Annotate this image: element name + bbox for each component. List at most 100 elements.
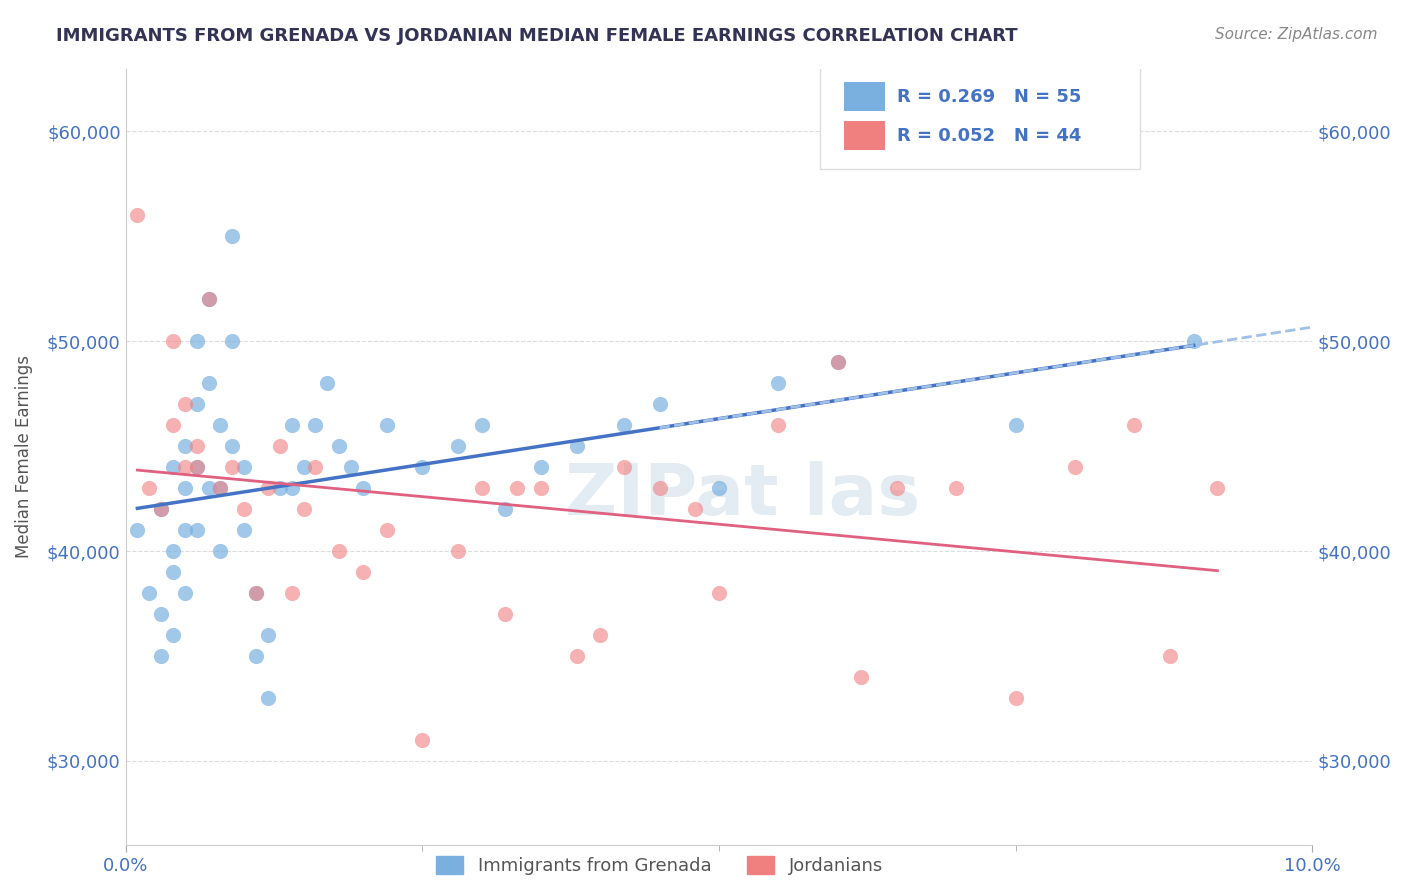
Point [1004, 690, 1026, 705]
Point [221, 439, 243, 453]
Point [1206, 481, 1229, 495]
Point [150, 648, 173, 663]
Point [233, 502, 256, 516]
Point [269, 481, 291, 495]
Point [245, 586, 267, 600]
Point [138, 481, 160, 495]
Point [589, 628, 612, 642]
Point [506, 481, 529, 495]
Point [186, 523, 208, 537]
Point [245, 648, 267, 663]
Point [471, 418, 494, 433]
Point [1123, 418, 1146, 433]
Point [494, 607, 516, 621]
Point [162, 544, 184, 558]
Point [173, 523, 195, 537]
Point [186, 460, 208, 475]
Point [209, 544, 232, 558]
Point [292, 502, 315, 516]
Point [768, 418, 790, 433]
Point [197, 293, 219, 307]
Point [328, 544, 350, 558]
Point [352, 481, 374, 495]
Point [209, 481, 232, 495]
Point [565, 648, 588, 663]
Point [292, 460, 315, 475]
Point [1064, 460, 1087, 475]
Point [221, 460, 243, 475]
Point [707, 586, 730, 600]
Point [257, 690, 280, 705]
Point [768, 376, 790, 391]
Point [411, 732, 433, 747]
Point [150, 502, 173, 516]
Point [1004, 418, 1026, 433]
Point [162, 418, 184, 433]
Point [173, 460, 195, 475]
Y-axis label: Median Female Earnings: Median Female Earnings [15, 355, 32, 558]
Point [683, 502, 706, 516]
Point [304, 460, 326, 475]
Point [827, 355, 849, 369]
Point [648, 397, 671, 411]
Point [280, 418, 302, 433]
Point [173, 397, 195, 411]
Point [197, 293, 219, 307]
Point [945, 481, 967, 495]
Point [150, 607, 173, 621]
Text: IMMIGRANTS FROM GRENADA VS JORDANIAN MEDIAN FEMALE EARNINGS CORRELATION CHART: IMMIGRANTS FROM GRENADA VS JORDANIAN MED… [56, 27, 1018, 45]
Point [162, 460, 184, 475]
Point [494, 502, 516, 516]
Point [851, 670, 873, 684]
Point [186, 397, 208, 411]
Point [209, 418, 232, 433]
Point [221, 229, 243, 244]
Point [197, 376, 219, 391]
Point [411, 460, 433, 475]
Point [375, 523, 398, 537]
Point [352, 565, 374, 579]
Point [257, 628, 280, 642]
Point [340, 460, 363, 475]
Point [648, 481, 671, 495]
Point [233, 460, 256, 475]
Point [186, 334, 208, 349]
Point [173, 586, 195, 600]
Point [173, 439, 195, 453]
Point [173, 481, 195, 495]
Point [530, 460, 553, 475]
Point [138, 586, 160, 600]
Point [127, 523, 149, 537]
Point [197, 481, 219, 495]
Point [1182, 334, 1205, 349]
Point [280, 586, 302, 600]
Point [316, 376, 339, 391]
Text: R = 0.052   N = 44: R = 0.052 N = 44 [897, 127, 1081, 145]
Point [530, 481, 553, 495]
Point [245, 586, 267, 600]
Point [257, 481, 280, 495]
Point [233, 523, 256, 537]
Point [447, 439, 470, 453]
Point [613, 418, 636, 433]
Point [565, 439, 588, 453]
Legend: Immigrants from Grenada, Jordanians: Immigrants from Grenada, Jordanians [429, 848, 890, 882]
Point [269, 439, 291, 453]
Text: ZIPat las: ZIPat las [565, 461, 921, 530]
Point [162, 334, 184, 349]
Point [613, 460, 636, 475]
Point [280, 481, 302, 495]
Point [447, 544, 470, 558]
FancyBboxPatch shape [844, 120, 886, 150]
Text: R = 0.269   N = 55: R = 0.269 N = 55 [897, 88, 1081, 106]
Point [150, 502, 173, 516]
Point [186, 460, 208, 475]
FancyBboxPatch shape [844, 82, 886, 112]
Point [827, 355, 849, 369]
Point [127, 208, 149, 222]
Text: Source: ZipAtlas.com: Source: ZipAtlas.com [1215, 27, 1378, 42]
Point [471, 481, 494, 495]
Point [886, 481, 908, 495]
Point [1159, 648, 1181, 663]
FancyBboxPatch shape [820, 61, 1140, 169]
